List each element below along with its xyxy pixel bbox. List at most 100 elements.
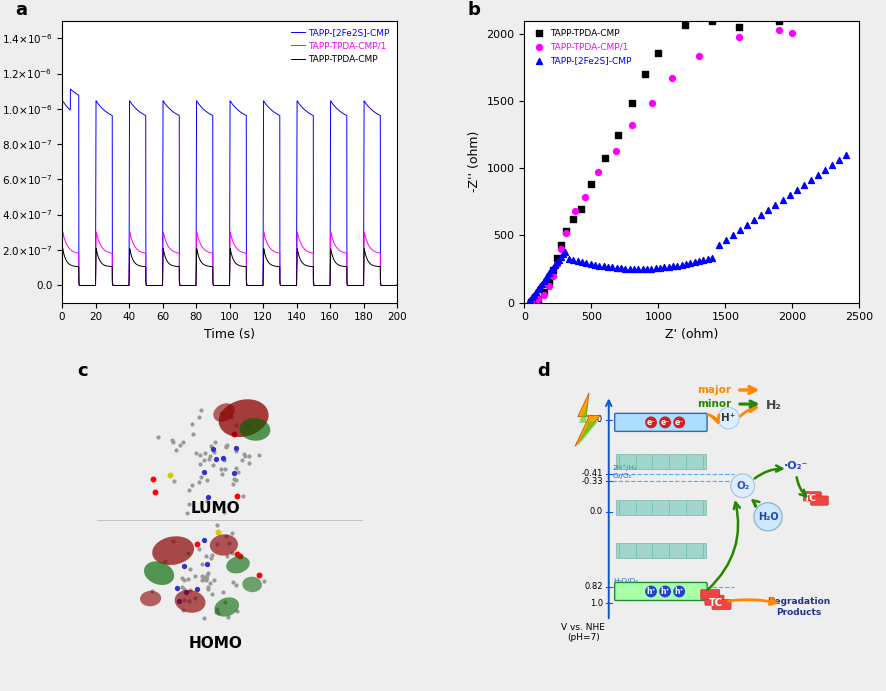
Text: Degradation
Products: Degradation Products <box>767 597 831 616</box>
Circle shape <box>659 585 671 598</box>
TAPP-TPDA-CMP/1 <box>625 120 639 131</box>
TAPP-TPDA-CMP/1 <box>772 25 786 36</box>
TAPP-TPDA-CMP <box>584 179 598 190</box>
Text: h⁺: h⁺ <box>660 587 670 596</box>
TAPP-TPDA-CMP <box>57 281 67 289</box>
Text: major: major <box>697 385 731 395</box>
TAPP-TPDA-CMP <box>524 296 538 307</box>
Text: b: b <box>468 1 480 19</box>
TAPP-[2Fe2S]-CMP <box>635 263 649 274</box>
Ellipse shape <box>210 534 238 556</box>
TAPP-[2Fe2S]-CMP <box>531 283 545 294</box>
Ellipse shape <box>214 404 235 422</box>
FancyBboxPatch shape <box>615 413 707 431</box>
Text: HOMO: HOMO <box>189 636 243 651</box>
FancyArrowPatch shape <box>741 405 757 416</box>
Text: 0.0: 0.0 <box>590 507 603 516</box>
Ellipse shape <box>239 418 270 441</box>
TAPP-TPDA-CMP/1 <box>255 281 266 290</box>
TAPP-TPDA-CMP/1 <box>785 27 799 38</box>
Circle shape <box>659 417 671 428</box>
TAPP-TPDA-CMP/1 <box>58 228 68 236</box>
FancyArrowPatch shape <box>709 415 719 422</box>
Polygon shape <box>575 392 601 446</box>
TAPP-TPDA-CMP <box>74 279 84 287</box>
TAPP-TPDA-CMP <box>269 262 280 270</box>
X-axis label: Z' (ohm): Z' (ohm) <box>665 328 719 341</box>
TAPP-[2Fe2S]-CMP <box>705 253 719 264</box>
Text: TC: TC <box>709 598 723 608</box>
TAPP-[2Fe2S]-CMP <box>544 265 558 276</box>
TAPP-TPDA-CMP/1 <box>609 145 623 156</box>
Text: e⁻: e⁻ <box>647 418 656 427</box>
TAPP-TPDA-CMP/1 <box>591 167 605 178</box>
Text: H₂: H₂ <box>766 399 781 412</box>
TAPP-TPDA-CMP <box>678 19 692 30</box>
Circle shape <box>645 417 657 428</box>
TAPP-TPDA-CMP <box>625 97 639 108</box>
Text: O₂/O₂⁻: O₂/O₂⁻ <box>613 473 636 479</box>
TAPP-TPDA-CMP/1 <box>664 73 679 84</box>
Ellipse shape <box>140 591 161 606</box>
TAPP-TPDA-CMP <box>573 203 587 214</box>
TAPP-[2Fe2S]-CMP <box>537 276 551 287</box>
TAPP-[2Fe2S]-CMP <box>524 294 538 305</box>
TAPP-[2Fe2S]-CMP <box>627 263 641 274</box>
TAPP-[2Fe2S]-CMP <box>552 254 566 265</box>
Text: H₂O/O₂: H₂O/O₂ <box>613 578 638 584</box>
Text: +0.87 V: +0.87 V <box>623 587 663 596</box>
FancyBboxPatch shape <box>811 496 828 505</box>
TAPP-[2Fe2S]-CMP <box>662 261 676 272</box>
FancyBboxPatch shape <box>804 492 821 501</box>
TAPP-TPDA-CMP/1 <box>546 270 560 281</box>
TAPP-TPDA-CMP/1 <box>74 281 85 290</box>
TAPP-[2Fe2S]-CMP <box>679 258 693 269</box>
TAPP-[2Fe2S]-CMP <box>323 281 334 290</box>
TAPP-[2Fe2S]-CMP <box>670 260 684 271</box>
TAPP-TPDA-CMP/1 <box>74 278 84 286</box>
Text: H⁺: H⁺ <box>721 413 735 423</box>
TAPP-[2Fe2S]-CMP <box>525 292 540 303</box>
Text: LUMO: LUMO <box>190 501 240 516</box>
Bar <box>616 543 706 558</box>
Text: 1.0: 1.0 <box>590 599 603 608</box>
Circle shape <box>731 474 755 498</box>
TAPP-TPDA-CMP/1 <box>645 97 659 108</box>
Line: TAPP-[2Fe2S]-CMP: TAPP-[2Fe2S]-CMP <box>62 89 397 285</box>
TAPP-[2Fe2S]-CMP <box>255 281 266 290</box>
TAPP-[2Fe2S]-CMP <box>584 258 598 269</box>
Text: -1.0: -1.0 <box>587 415 603 424</box>
TAPP-[2Fe2S]-CMP <box>178 281 189 290</box>
TAPP-[2Fe2S]-CMP <box>701 254 715 265</box>
Legend: TAPP-[2Fe2S]-CMP, TAPP-TPDA-CMP/1, TAPP-TPDA-CMP: TAPP-[2Fe2S]-CMP, TAPP-TPDA-CMP/1, TAPP-… <box>289 26 392 67</box>
Ellipse shape <box>219 399 268 437</box>
TAPP-[2Fe2S]-CMP <box>539 273 553 284</box>
TAPP-[2Fe2S]-CMP <box>566 255 580 266</box>
TAPP-[2Fe2S]-CMP <box>74 274 84 283</box>
TAPP-TPDA-CMP/1 <box>554 243 568 254</box>
TAPP-TPDA-CMP/1 <box>541 281 556 292</box>
TAPP-[2Fe2S]-CMP <box>726 229 740 240</box>
Text: ·O₂⁻: ·O₂⁻ <box>784 461 808 471</box>
Text: e⁻: e⁻ <box>674 418 684 427</box>
TAPP-[2Fe2S]-CMP <box>640 263 654 274</box>
TAPP-TPDA-CMP <box>58 245 68 253</box>
TAPP-[2Fe2S]-CMP <box>546 262 560 273</box>
TAPP-[2Fe2S]-CMP <box>649 263 663 274</box>
TAPP-TPDA-CMP/1 <box>178 281 189 290</box>
FancyArrowPatch shape <box>755 466 782 478</box>
TAPP-TPDA-CMP/1 <box>305 249 315 257</box>
TAPP-[2Fe2S]-CMP <box>65 85 75 93</box>
Text: -0.41: -0.41 <box>582 469 603 478</box>
TAPP-TPDA-CMP <box>541 277 556 288</box>
TAPP-[2Fe2S]-CMP <box>623 263 637 274</box>
TAPP-[2Fe2S]-CMP <box>761 205 775 216</box>
TAPP-[2Fe2S]-CMP <box>550 257 564 268</box>
FancyBboxPatch shape <box>712 599 731 609</box>
TAPP-[2Fe2S]-CMP <box>631 263 645 274</box>
TAPP-[2Fe2S]-CMP <box>74 281 84 290</box>
Circle shape <box>673 417 685 428</box>
TAPP-[2Fe2S]-CMP <box>712 240 727 251</box>
Legend: TAPP-TPDA-CMP, TAPP-TPDA-CMP/1, TAPP-[2Fe2S]-CMP: TAPP-TPDA-CMP, TAPP-TPDA-CMP/1, TAPP-[2F… <box>529 26 634 68</box>
Text: h⁺: h⁺ <box>646 587 656 596</box>
